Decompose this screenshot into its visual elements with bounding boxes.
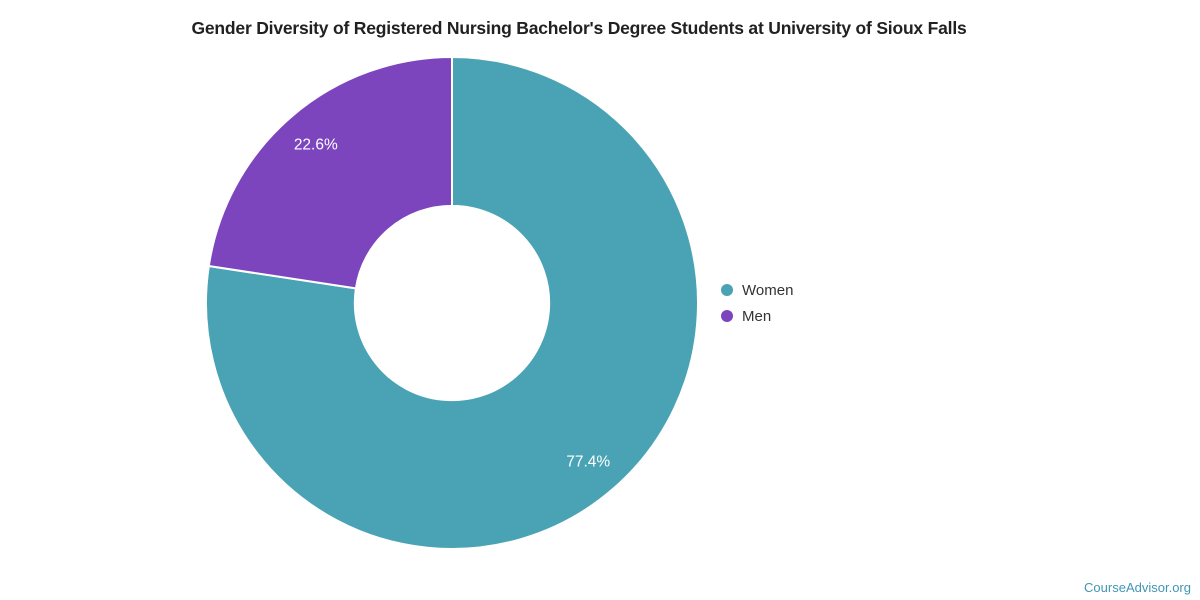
chart-title: Gender Diversity of Registered Nursing B… [191, 18, 967, 38]
legend-label-men: Men [742, 307, 772, 325]
legend-marker-men-icon [721, 310, 733, 322]
slice-value-label-men: 22.6% [294, 137, 338, 154]
legend: Women Men [721, 277, 793, 329]
pie-slice-men[interactable] [207, 56, 453, 290]
pie-slice-women[interactable] [205, 56, 699, 550]
legend-item-men[interactable]: Men [721, 303, 793, 329]
slice-value-label-women: 77.4% [566, 454, 610, 471]
credit-link[interactable]: CourseAdvisor.org [1084, 580, 1191, 595]
legend-label-women: Women [742, 281, 794, 299]
legend-marker-women-icon [721, 284, 733, 296]
legend-item-women[interactable]: Women [721, 277, 793, 303]
